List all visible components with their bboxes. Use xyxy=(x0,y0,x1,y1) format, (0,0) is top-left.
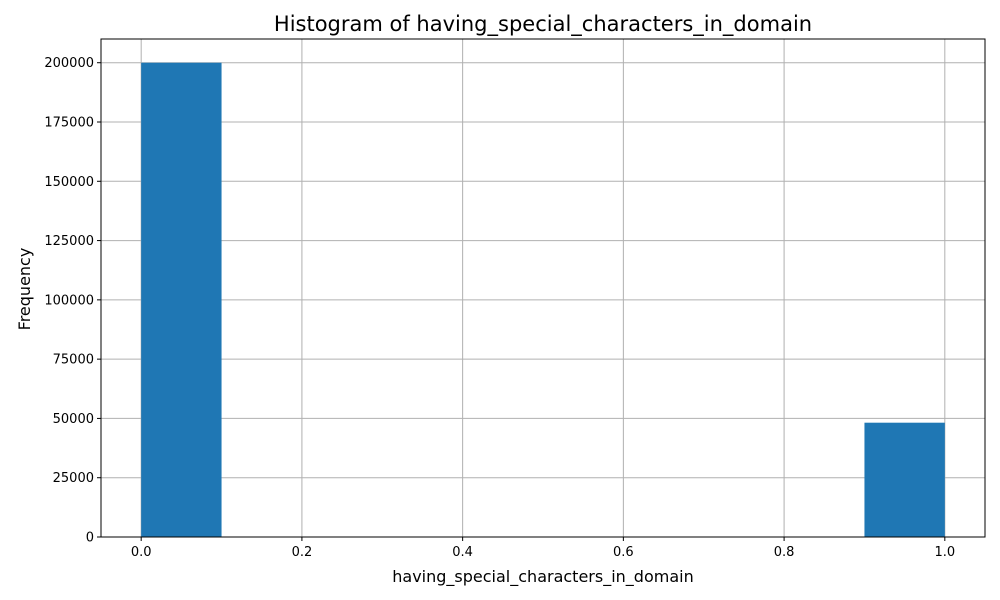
y-tick-label: 50000 xyxy=(53,412,94,427)
x-tick-label: 0.2 xyxy=(292,545,313,560)
x-axis-label: having_special_characters_in_domain xyxy=(392,567,693,587)
y-tick-label: 175000 xyxy=(44,116,94,131)
histogram-bars xyxy=(141,62,945,537)
y-tick-label: 0 xyxy=(86,531,94,546)
grid-lines xyxy=(101,39,985,538)
x-axis-ticks: 0.0 0.2 0.4 0.6 0.8 1.0 xyxy=(131,537,955,560)
histogram-bar xyxy=(864,422,945,537)
y-tick-label: 150000 xyxy=(44,175,94,190)
y-axis-label: Frequency xyxy=(15,248,34,331)
histogram-bar xyxy=(141,62,222,537)
plot-frame xyxy=(100,38,986,538)
y-axis-ticks: 0 25000 50000 75000 100000 125000 150000 175000… xyxy=(44,56,101,546)
y-tick-label: 100000 xyxy=(44,293,94,308)
x-tick-label: 1.0 xyxy=(934,545,955,560)
y-tick-label: 25000 xyxy=(53,471,94,486)
x-tick-label: 0.0 xyxy=(131,545,152,560)
x-tick-label: 0.6 xyxy=(613,545,634,560)
x-tick-label: 0.4 xyxy=(452,545,473,560)
x-tick-label: 0.8 xyxy=(774,545,795,560)
chart-title: Histogram of having_special_characters_i… xyxy=(274,12,812,37)
y-tick-label: 125000 xyxy=(44,234,94,249)
y-tick-label: 75000 xyxy=(53,353,94,368)
y-tick-label: 200000 xyxy=(44,56,94,71)
